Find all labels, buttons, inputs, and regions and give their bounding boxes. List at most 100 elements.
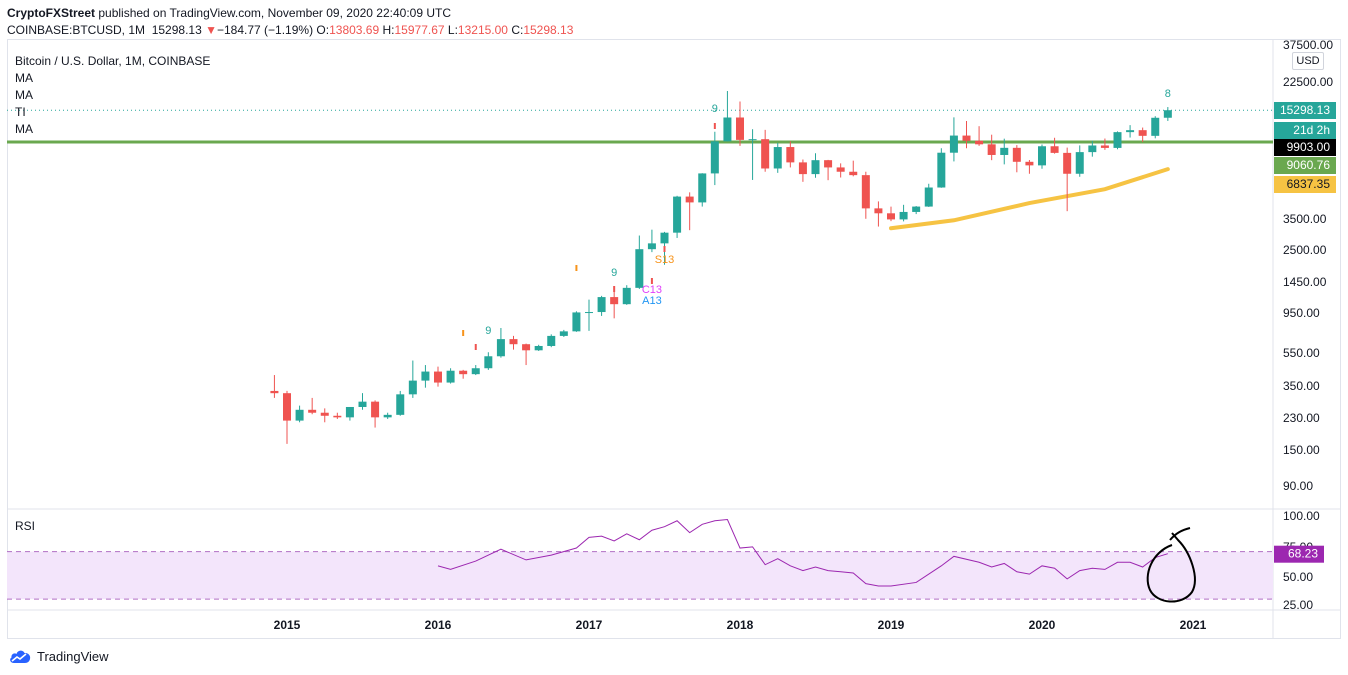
candle-body: [320, 412, 329, 416]
price-tick-label: 1450.00: [1283, 275, 1327, 289]
candle-body: [333, 415, 342, 418]
candle-body: [283, 393, 291, 421]
legend-item[interactable]: MA: [15, 71, 33, 85]
price-badge: [1274, 139, 1336, 156]
symbol-label: COINBASE:BTCUSD, 1M: [7, 23, 146, 37]
price-badge: [1274, 122, 1336, 139]
candle-body: [824, 160, 833, 168]
candle-body: [559, 331, 568, 336]
rsi-legend[interactable]: RSI: [15, 519, 36, 533]
c13-label: C13: [642, 284, 662, 296]
price-tick-label: 350.00: [1283, 379, 1320, 393]
rsi-tick-label: 25.00: [1283, 598, 1313, 612]
rsi-badge: [1274, 545, 1324, 563]
candle-body: [635, 249, 644, 288]
price-tick-label: 22500.00: [1283, 75, 1333, 89]
candle-body: [496, 339, 505, 357]
time-tick-label: 2021: [1180, 618, 1207, 632]
candle-body: [408, 380, 417, 395]
price-badge: [1274, 176, 1336, 193]
price-change: −184.77 (−1.19%): [217, 23, 314, 37]
candle-body: [1075, 152, 1084, 174]
candle-body: [723, 117, 732, 142]
td-9-label: 9: [611, 267, 617, 279]
candle-body: [1163, 110, 1172, 118]
currency-button[interactable]: USD: [1292, 52, 1324, 70]
low-value: 13215.00: [457, 23, 508, 37]
candle-body: [673, 196, 682, 233]
td-tick-mark: [474, 344, 477, 350]
candle-body: [509, 339, 518, 345]
candle-body: [798, 162, 807, 175]
candle-body: [1151, 117, 1160, 136]
hand-drawn-circle: [1146, 527, 1196, 603]
candle-body: [1113, 132, 1122, 148]
td-9-label: 9: [712, 103, 718, 115]
candle-body: [459, 370, 468, 375]
candle-body: [987, 144, 996, 155]
candle-body: [622, 287, 631, 305]
price-tick-label: 3500.00: [1283, 212, 1327, 226]
td-8-label: 8: [1165, 88, 1171, 100]
price-badge-label: 15298.13: [1280, 103, 1330, 117]
rsi-line: [437, 519, 1168, 587]
tradingview-brand[interactable]: TradingView: [8, 648, 109, 664]
rsi-badge-label: 68.23: [1288, 547, 1318, 561]
candle-body: [1088, 145, 1097, 153]
candle-body: [1050, 146, 1059, 153]
candle-body: [660, 232, 669, 244]
candle-body: [773, 147, 782, 169]
candle-body: [484, 356, 493, 369]
publish-info: CryptoFXStreet published on TradingView.…: [7, 6, 451, 20]
candle-body: [861, 175, 870, 209]
chart-frame: [7, 39, 1341, 639]
candle-body: [962, 135, 971, 141]
candle-body: [1100, 145, 1109, 148]
candle-body: [912, 206, 921, 212]
rsi-tick-label: 100.00: [1283, 509, 1320, 523]
candle-body: [761, 139, 770, 169]
candle-body: [396, 394, 405, 415]
td-tick-mark: [650, 278, 653, 284]
td-tick-mark: [663, 246, 666, 252]
candle-body: [585, 312, 593, 314]
legend-item[interactable]: MA: [15, 122, 33, 136]
candle-body: [383, 414, 392, 418]
candle-body: [975, 140, 984, 145]
candle-body: [1012, 147, 1021, 162]
candle-body: [534, 345, 543, 351]
price-tick-label: 550.00: [1283, 346, 1320, 360]
time-tick-label: 2016: [425, 618, 452, 632]
candle-body: [736, 117, 744, 140]
brand-label: TradingView: [37, 648, 109, 664]
candle-body: [522, 344, 531, 351]
rsi-tick-label: 50.00: [1283, 570, 1313, 584]
td-tick-mark: [462, 330, 465, 336]
time-tick-label: 2017: [576, 618, 603, 632]
down-arrow-icon: ▼: [205, 23, 217, 37]
time-tick-label: 2019: [878, 618, 905, 632]
candle-body: [1038, 146, 1046, 166]
candle-body: [1063, 152, 1072, 174]
close-label: C:: [511, 23, 524, 37]
candle-body: [1138, 130, 1147, 136]
price-badge-label: 9903.00: [1287, 140, 1331, 154]
a13-label: A13: [642, 295, 662, 307]
price-tick-label: 2500.00: [1283, 243, 1327, 257]
price-tick-label: 90.00: [1283, 479, 1313, 493]
candle-body: [887, 213, 895, 220]
legend-item[interactable]: MA: [15, 88, 33, 102]
candle-body: [610, 297, 619, 305]
open-label: O:: [316, 23, 330, 37]
price-tick-label: 950.00: [1283, 306, 1320, 320]
candle-body: [547, 335, 556, 346]
candle-body: [685, 196, 694, 203]
chart-legend: Bitcoin / U.S. Dollar, 1M, COINBASE MA M…: [15, 53, 210, 138]
candle-body: [710, 141, 719, 174]
price-badge: [1274, 102, 1336, 119]
high-value: 15977.67: [394, 23, 445, 37]
td-tick-mark: [713, 123, 716, 129]
candle-body: [899, 211, 908, 220]
legend-item[interactable]: TI: [15, 105, 26, 119]
